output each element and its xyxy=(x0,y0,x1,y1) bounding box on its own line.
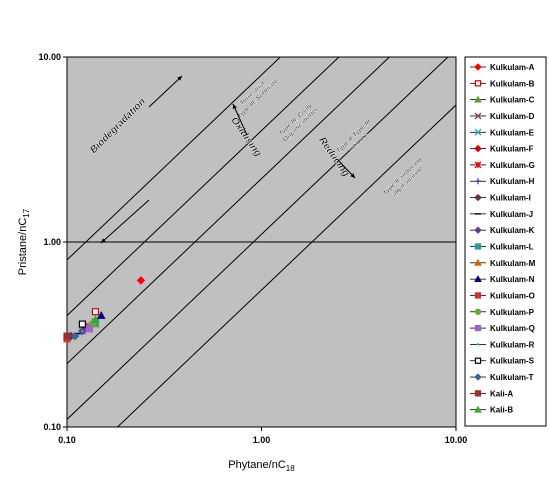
legend-label: Kulkulam-D xyxy=(490,112,535,121)
x-tick-label: 10.00 xyxy=(445,435,468,445)
legend-marker xyxy=(474,95,482,103)
legend-marker xyxy=(474,324,482,332)
legend-label: Kulkulam-J xyxy=(490,210,533,219)
legend-label: Kulkulam-F xyxy=(490,145,534,154)
legend-item: Kulkulam-P xyxy=(470,308,535,317)
legend-item: Kulkulam-M xyxy=(470,258,536,268)
legend-marker xyxy=(474,292,482,299)
legend-marker xyxy=(474,275,482,283)
arrow-biodegradation-down xyxy=(100,199,150,244)
legend-marker xyxy=(474,308,482,315)
legend-item: Kulkulam-Q xyxy=(470,324,535,333)
legend-label: Kulkulam-H xyxy=(490,177,535,186)
data-point-kulkulam-q xyxy=(85,325,93,333)
x-axis-label: Phytane/nC18 xyxy=(228,459,295,473)
legend-item: Kulkulam-F xyxy=(470,145,534,154)
data-point-kulkulam-s xyxy=(78,320,86,328)
arrow-oxidising xyxy=(232,103,248,136)
legend-marker xyxy=(474,144,482,153)
legend-item: Kulkulam-R xyxy=(470,340,535,349)
legend-item: Kulkulam-A xyxy=(470,63,535,72)
x-tick-label: 1.00 xyxy=(253,435,271,445)
legend-marker xyxy=(474,63,482,71)
legend-item: Kulkulam-E xyxy=(470,128,535,137)
reference-line-3 xyxy=(67,57,391,365)
data-point-kulkulam-b xyxy=(91,308,99,316)
y-tick-label: 10.00 xyxy=(38,52,61,62)
legend-label: Kulkulam-T xyxy=(490,373,534,382)
legend-item: Kulkulam-K xyxy=(470,226,535,235)
legend-marker xyxy=(474,128,482,136)
legend-item: Kulkulam-S xyxy=(470,357,535,366)
arrow-reducing xyxy=(337,159,356,179)
y-axis-label: Pristane/nC17 xyxy=(17,208,31,275)
legend-marker xyxy=(474,226,482,234)
y-axis-label-subscript: 17 xyxy=(22,208,31,217)
x-tick-label: 0.10 xyxy=(58,435,76,445)
legend-label: Kali-B xyxy=(490,406,513,415)
data-point-kali-b xyxy=(91,315,100,324)
legend-label: Kali-A xyxy=(490,389,513,398)
y-tick-label: 1.00 xyxy=(43,237,61,247)
y-tick-label: 0.10 xyxy=(43,422,61,432)
legend-label: Kulkulam-O xyxy=(490,291,535,300)
arrow-biodegradation-up xyxy=(148,75,183,108)
reference-line-5 xyxy=(116,104,456,427)
legend-label: Kulkulam-E xyxy=(490,128,535,137)
legend-marker xyxy=(474,258,482,266)
data-point-kulkulam-r xyxy=(81,329,84,333)
reference-line-4 xyxy=(67,57,449,420)
legend-item: Kulkulam-C xyxy=(470,95,535,105)
reference-line-1 xyxy=(67,57,282,261)
legend-label: Kulkulam-P xyxy=(490,308,535,317)
x-axis-label-subscript: 18 xyxy=(286,464,295,473)
data-point-kulkulam-a xyxy=(136,276,146,285)
legend-item: Kali-A xyxy=(470,389,513,398)
legend-box xyxy=(464,56,547,427)
legend-label: Kulkulam-M xyxy=(490,259,536,268)
legend-label: Kulkulam-C xyxy=(490,96,535,105)
legend-marker xyxy=(474,373,482,381)
legend-item: Kulkulam-N xyxy=(470,275,535,284)
legend-label: Kulkulam-R xyxy=(490,340,535,349)
legend-marker xyxy=(474,80,482,87)
legend-label: Kulkulam-G xyxy=(490,161,535,170)
legend-marker xyxy=(474,357,482,364)
legend-marker xyxy=(474,193,482,202)
legend-marker xyxy=(474,112,482,120)
legend-marker xyxy=(475,178,481,185)
legend-label: Kulkulam-L xyxy=(490,243,534,252)
legend-marker xyxy=(476,343,480,346)
legend-marker xyxy=(474,405,482,413)
legend-item: Kulkulam-D xyxy=(470,112,535,121)
data-point-kulkulam-t xyxy=(70,331,80,341)
legend-item: Kulkulam-I xyxy=(470,194,531,203)
legend-item: Kulkulam-G xyxy=(470,161,535,170)
legend-label: Kulkulam-N xyxy=(490,275,535,284)
legend-item: Kulkulam-O xyxy=(470,291,535,300)
legend-label: Kulkulam-S xyxy=(490,357,535,366)
reference-line-2 xyxy=(67,57,340,316)
legend-item: Kulkulam-L xyxy=(470,243,534,252)
legend-label: Kulkulam-K xyxy=(490,226,535,235)
legend-item: Kulkulam-J xyxy=(470,210,533,219)
data-point-kulkulam-n xyxy=(96,311,106,319)
legend-label: Kulkulam-Q xyxy=(490,324,535,333)
legend-marker xyxy=(474,243,482,250)
legend-label: Kulkulam-B xyxy=(490,79,535,88)
legend-item: Kulkulam-H xyxy=(470,177,535,186)
legend-item: Kulkulam-B xyxy=(470,79,535,88)
legend-marker xyxy=(474,161,482,169)
legend-marker xyxy=(474,390,482,397)
data-point-kali-a xyxy=(63,332,71,340)
legend-label: Kulkulam-A xyxy=(490,63,535,72)
legend-item: Kali-B xyxy=(470,405,513,415)
legend-item: Kulkulam-T xyxy=(470,373,534,382)
legend-label: Kulkulam-I xyxy=(490,194,531,203)
